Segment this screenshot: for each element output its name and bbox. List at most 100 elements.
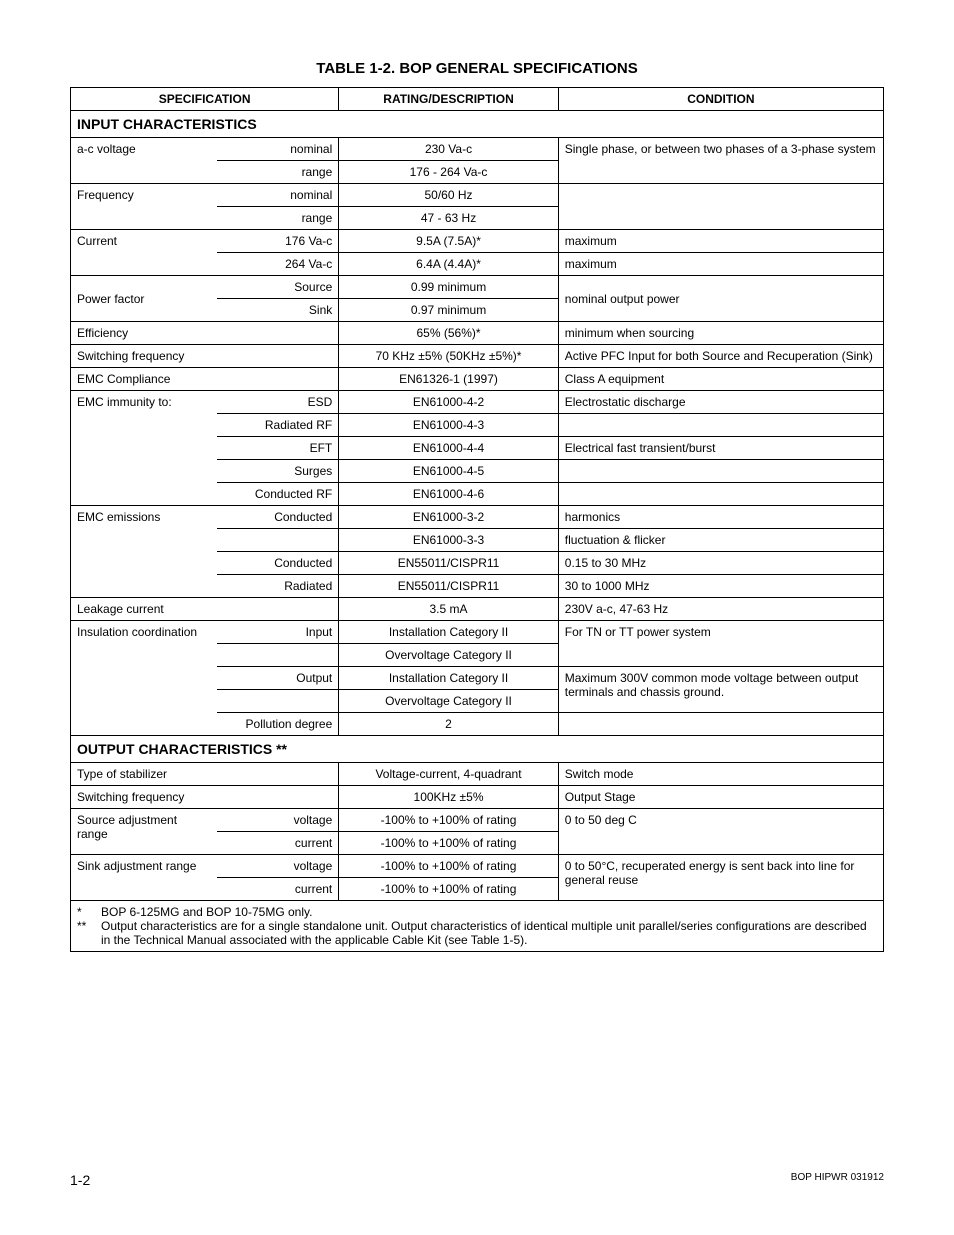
spec-label: Source adjustment range [71,809,217,855]
spec-label: Sink adjustment range [71,855,217,901]
spec-sub: ESD [217,391,339,414]
spec-label: Leakage current [71,598,339,621]
spec-cond: Maximum 300V common mode voltage between… [558,667,883,713]
footnote-text: Output characteristics are for a single … [101,919,877,947]
spec-cond: 0.15 to 30 MHz [558,552,883,575]
table-row: Frequency nominal 50/60 Hz [71,184,884,207]
spec-sub: Pollution degree [217,713,339,736]
table-row: EN61000-3-3 fluctuation & flicker [71,529,884,552]
table-row: EMC Compliance EN61326-1 (1997) Class A … [71,368,884,391]
spec-label: Current [71,230,217,253]
spec-sub: EFT [217,437,339,460]
spec-sub: Input [217,621,339,644]
table-row: Output Installation Category II Maximum … [71,667,884,690]
spec-val: 2 [339,713,559,736]
spec-val: 47 - 63 Hz [339,207,559,230]
page-footer: 1-2 BOP HIPWR 031912 [70,1172,884,1188]
spec-val: -100% to +100% of rating [339,878,559,901]
spec-sub: Surges [217,460,339,483]
table-row: EFT EN61000-4-4 Electrical fast transien… [71,437,884,460]
spec-cond: 30 to 1000 MHz [558,575,883,598]
spec-cond: minimum when sourcing [558,322,883,345]
table-row: Efficiency 65% (56%)* minimum when sourc… [71,322,884,345]
spec-sub: 264 Va-c [217,253,339,276]
spec-val: EN61000-4-3 [339,414,559,437]
spec-cond: 230V a-c, 47-63 Hz [558,598,883,621]
spec-val: EN61000-4-5 [339,460,559,483]
spec-cond: Electrical fast transient/burst [558,437,883,460]
spec-val: 176 - 264 Va-c [339,161,559,184]
spec-sub: range [217,161,339,184]
spec-sub: 176 Va-c [217,230,339,253]
spec-cond: Class A equipment [558,368,883,391]
spec-sub: nominal [217,138,339,161]
spec-val: EN61000-3-3 [339,529,559,552]
table-row: Sink adjustment range voltage -100% to +… [71,855,884,878]
spec-val: EN61000-4-4 [339,437,559,460]
spec-val: -100% to +100% of rating [339,809,559,832]
table-row: Power factor Source 0.99 minimum nominal… [71,276,884,299]
spec-table: SPECIFICATION RATING/DESCRIPTION CONDITI… [70,87,884,900]
table-title: TABLE 1-2. BOP GENERAL SPECIFICATIONS [70,60,884,77]
spec-sub: Conducted [217,506,339,529]
table-row: Radiated RF EN61000-4-3 [71,414,884,437]
spec-val: Voltage-current, 4-quadrant [339,763,559,786]
spec-sub: current [217,878,339,901]
spec-val: 6.4A (4.4A)* [339,253,559,276]
spec-val: Overvoltage Category II [339,644,559,667]
spec-val: Installation Category II [339,621,559,644]
spec-val: 0.97 minimum [339,299,559,322]
spec-label: EMC emissions [71,506,217,529]
spec-sub: Radiated RF [217,414,339,437]
spec-sub: voltage [217,855,339,878]
spec-label: EMC Compliance [71,368,339,391]
spec-sub: Radiated [217,575,339,598]
doc-id: BOP HIPWR 031912 [791,1172,884,1188]
table-row: a-c voltage nominal 230 Va-c Single phas… [71,138,884,161]
spec-val: 50/60 Hz [339,184,559,207]
spec-val: EN61000-4-2 [339,391,559,414]
spec-sub: Conducted RF [217,483,339,506]
table-row: Pollution degree 2 [71,713,884,736]
spec-val: EN55011/CISPR11 [339,575,559,598]
header-rating: RATING/DESCRIPTION [339,88,559,111]
section-input: INPUT CHARACTERISTICS [71,111,884,138]
spec-sub: range [217,207,339,230]
header-spec: SPECIFICATION [71,88,339,111]
footnotes: * BOP 6-125MG and BOP 10-75MG only. ** O… [70,900,884,952]
spec-sub: Sink [217,299,339,322]
spec-val: 3.5 mA [339,598,559,621]
spec-val: 70 KHz ±5% (50KHz ±5%)* [339,345,559,368]
table-row: EMC immunity to: ESD EN61000-4-2 Electro… [71,391,884,414]
table-row: Switching frequency 70 KHz ±5% (50KHz ±5… [71,345,884,368]
table-row: 264 Va-c 6.4A (4.4A)* maximum [71,253,884,276]
spec-sub: Output [217,667,339,690]
spec-sub: current [217,832,339,855]
spec-cond: fluctuation & flicker [558,529,883,552]
page-number: 1-2 [70,1172,90,1188]
spec-label: Power factor [71,276,217,322]
footnote-text: BOP 6-125MG and BOP 10-75MG only. [101,905,312,919]
spec-cond: For TN or TT power system [558,621,883,667]
spec-cond: 0 to 50°C, recuperated energy is sent ba… [558,855,883,901]
table-row: Conducted RF EN61000-4-6 [71,483,884,506]
spec-val: 0.99 minimum [339,276,559,299]
table-row: Conducted EN55011/CISPR11 0.15 to 30 MHz [71,552,884,575]
spec-val: EN55011/CISPR11 [339,552,559,575]
spec-sub: nominal [217,184,339,207]
spec-cond: 0 to 50 deg C [558,809,883,855]
spec-val: EN61326-1 (1997) [339,368,559,391]
spec-val: 100KHz ±5% [339,786,559,809]
spec-label: Insulation coordination [71,621,217,644]
footnote-marker: * [77,905,101,919]
spec-sub: Source [217,276,339,299]
spec-cond: Electrostatic discharge [558,391,883,414]
spec-cond: Output Stage [558,786,883,809]
spec-label: Frequency [71,184,217,207]
spec-label: Efficiency [71,322,339,345]
spec-label: EMC immunity to: [71,391,217,414]
spec-cond: maximum [558,253,883,276]
spec-cond: Single phase, or between two phases of a… [558,138,883,184]
spec-sub: voltage [217,809,339,832]
spec-val: 9.5A (7.5A)* [339,230,559,253]
